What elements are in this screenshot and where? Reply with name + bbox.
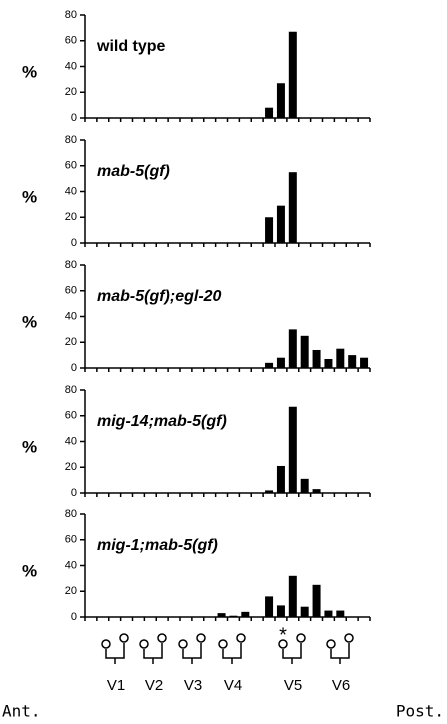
y-tick-label: 80 <box>65 508 77 520</box>
bar <box>300 606 309 617</box>
bracket <box>182 643 202 664</box>
bar <box>348 355 357 368</box>
y-tick-label: 40 <box>65 60 77 72</box>
y-tick-label: 60 <box>65 35 77 47</box>
y-tick-label: 20 <box>65 585 77 597</box>
cell-label: V6 <box>332 677 350 694</box>
bar <box>276 357 285 368</box>
y-tick-label: 80 <box>65 384 77 396</box>
y-tick-label: 60 <box>65 410 77 422</box>
bar <box>288 329 297 368</box>
bracket <box>143 643 163 664</box>
bracket <box>282 643 302 664</box>
cell-label: V2 <box>145 677 163 694</box>
y-tick-label: 40 <box>65 435 77 447</box>
bar <box>288 31 297 118</box>
y-label: % <box>22 187 37 206</box>
cell <box>196 633 206 643</box>
y-tick-label: 60 <box>65 285 77 297</box>
bar <box>241 611 250 617</box>
panel-title: wild type <box>96 38 166 55</box>
bar <box>265 362 274 368</box>
y-tick-label: 40 <box>65 559 77 571</box>
cell-label: V1 <box>107 677 125 694</box>
cell <box>101 639 111 649</box>
bar <box>288 575 297 617</box>
cell <box>119 633 129 643</box>
bar <box>276 205 285 243</box>
bracket <box>105 643 125 664</box>
cell <box>157 633 167 643</box>
panel-title: mab-5(gf);egl-20 <box>97 288 222 305</box>
y-tick-label: 20 <box>65 336 77 348</box>
y-tick-label: 20 <box>65 86 77 98</box>
bar <box>300 335 309 368</box>
y-tick-label: 60 <box>65 534 77 546</box>
bar <box>276 83 285 118</box>
bar <box>229 615 238 617</box>
bracket <box>222 643 242 664</box>
bar <box>312 584 321 617</box>
y-tick-label: 0 <box>71 362 77 374</box>
cell <box>139 639 149 649</box>
bar <box>324 358 333 368</box>
y-tick-label: 0 <box>71 611 77 623</box>
y-tick-label: 40 <box>65 310 77 322</box>
y-label: % <box>22 312 37 331</box>
bar <box>288 406 297 493</box>
bar <box>265 490 274 493</box>
panel-title: mig-14;mab-5(gf) <box>97 413 227 430</box>
posterior-label: Post. <box>396 702 444 721</box>
y-label: % <box>22 561 37 580</box>
y-tick-label: 60 <box>65 160 77 172</box>
cell-label: V4 <box>224 677 242 694</box>
panel-title: mig-1;mab-5(gf) <box>97 537 218 554</box>
bar <box>360 357 369 368</box>
bracket <box>330 643 350 664</box>
y-tick-label: 0 <box>71 487 77 499</box>
cell <box>278 639 288 649</box>
bar <box>312 489 321 493</box>
y-label: % <box>22 437 37 456</box>
bar <box>288 172 297 243</box>
panel-title: mab-5(gf) <box>97 163 170 180</box>
bar <box>324 610 333 617</box>
bar <box>265 596 274 617</box>
y-tick-label: 20 <box>65 461 77 473</box>
bar <box>300 478 309 493</box>
y-tick-label: 80 <box>65 9 77 21</box>
cell <box>218 639 228 649</box>
y-tick-label: 80 <box>65 259 77 271</box>
bar <box>217 613 226 617</box>
bar <box>312 349 321 368</box>
y-label: % <box>22 62 37 81</box>
cell-label: V5 <box>284 677 302 694</box>
cell <box>236 633 246 643</box>
y-tick-label: 80 <box>65 134 77 146</box>
cell <box>178 639 188 649</box>
y-tick-label: 40 <box>65 185 77 197</box>
y-tick-label: 0 <box>71 237 77 249</box>
marker: * <box>279 624 287 646</box>
y-tick-label: 20 <box>65 211 77 223</box>
cell <box>296 633 306 643</box>
y-tick-label: 0 <box>71 112 77 124</box>
cell-label: V3 <box>184 677 202 694</box>
cell <box>344 633 354 643</box>
cell <box>326 639 336 649</box>
bar <box>265 217 274 243</box>
anterior-label: Ant. <box>2 702 41 721</box>
bar <box>336 610 345 617</box>
bar <box>336 348 345 368</box>
bar <box>276 465 285 493</box>
bar <box>276 605 285 617</box>
bar <box>265 107 274 118</box>
